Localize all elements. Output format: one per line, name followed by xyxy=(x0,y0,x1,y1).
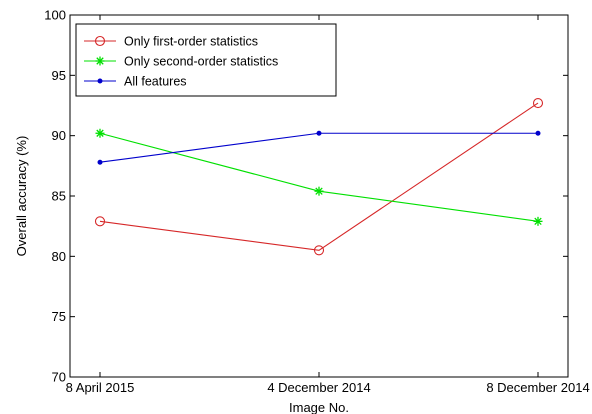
data-point xyxy=(533,216,543,226)
legend: Only first-order statistics Only second-o… xyxy=(75,23,337,97)
y-tick-label: 80 xyxy=(52,249,66,264)
y-tick-label: 75 xyxy=(52,309,66,324)
legend-marker xyxy=(94,35,106,47)
legend-marker xyxy=(97,78,103,84)
data-point xyxy=(97,159,103,165)
x-tick-label: 8 April 2015 xyxy=(66,380,135,395)
data-point xyxy=(316,130,322,136)
y-tick-label: 100 xyxy=(44,8,66,23)
data-point xyxy=(535,130,541,136)
data-point xyxy=(532,98,544,109)
legend-marker xyxy=(95,56,105,66)
data-point-stroke xyxy=(96,129,104,137)
x-axis-label: Image No. xyxy=(289,400,349,414)
series-line-1 xyxy=(99,102,539,251)
y-tick-label: 70 xyxy=(52,370,66,385)
y-axis-label: Overall accuracy (%) xyxy=(14,136,29,257)
x-tick-label: 8 December 2014 xyxy=(486,380,589,395)
data-point xyxy=(313,245,325,256)
data-point-stroke xyxy=(534,217,542,226)
data-point xyxy=(94,216,106,227)
legend-box xyxy=(75,23,337,97)
legend-label: Only second-order statistics xyxy=(124,55,278,69)
y-tick-label: 95 xyxy=(52,68,66,83)
legend-label: Only first-order statistics xyxy=(124,35,258,49)
y-tick-label: 90 xyxy=(52,128,66,143)
legend-label: All features xyxy=(124,75,187,89)
data-point xyxy=(95,128,105,138)
legend-marker-stroke xyxy=(96,57,104,65)
y-tick-label: 85 xyxy=(52,189,66,204)
data-point xyxy=(314,186,324,196)
x-tick-label: 4 December 2014 xyxy=(267,380,370,395)
data-point-stroke xyxy=(315,187,323,195)
